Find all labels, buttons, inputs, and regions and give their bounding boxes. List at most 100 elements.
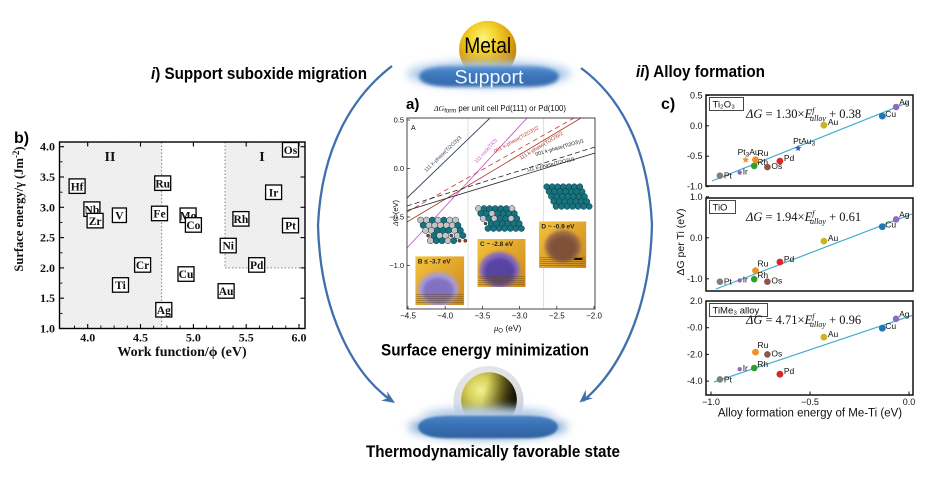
svg-text:ΔG (eV): ΔG (eV) (391, 199, 400, 227)
svg-text:−2.0: −2.0 (586, 312, 602, 321)
svg-text:0.0: 0.0 (690, 233, 703, 243)
svg-text:Ru: Ru (758, 340, 769, 350)
svg-text:3.5: 3.5 (40, 170, 55, 184)
svg-text:0.5: 0.5 (690, 90, 703, 100)
svg-text:2.0: 2.0 (40, 261, 55, 275)
svg-text:Ti: Ti (115, 280, 126, 292)
svg-text:C ~ -2.8 eV: C ~ -2.8 eV (480, 241, 514, 248)
svg-text:0.0: 0.0 (903, 397, 916, 407)
svg-text:-0.5: -0.5 (687, 151, 703, 161)
svg-text:Au: Au (219, 286, 234, 298)
svg-text:B ≤ -3.7 eV: B ≤ -3.7 eV (418, 258, 451, 265)
svg-text:Ag: Ag (899, 209, 910, 219)
svg-text:Co: Co (186, 220, 200, 232)
svg-text:Au: Au (828, 233, 839, 243)
svg-text:Pd: Pd (250, 260, 264, 272)
svg-text:Pd: Pd (784, 366, 795, 376)
svg-text:a): a) (406, 96, 419, 113)
svg-text:c): c) (661, 96, 675, 113)
svg-text:Ir: Ir (743, 363, 748, 373)
svg-text:Ir: Ir (743, 167, 748, 177)
svg-text:TiO: TiO (713, 203, 728, 214)
svg-text:Pd: Pd (784, 153, 795, 163)
svg-text:Ni: Ni (222, 241, 234, 253)
svg-text:4.0: 4.0 (40, 140, 55, 154)
svg-text:Surface energy minimization: Surface energy minimization (381, 341, 589, 360)
svg-text:Work function/ϕ (eV): Work function/ϕ (eV) (117, 345, 247, 360)
svg-text:6.0: 6.0 (292, 331, 307, 345)
svg-text:Metal: Metal (464, 33, 511, 58)
svg-text:−4.0: −4.0 (437, 312, 453, 321)
svg-text:ii) Alloy formation: ii) Alloy formation (636, 62, 765, 81)
svg-text:I: I (259, 150, 264, 165)
svg-text:Pd: Pd (784, 254, 795, 264)
svg-text:1.0: 1.0 (690, 192, 703, 202)
svg-text:Ru: Ru (758, 259, 769, 269)
svg-text:1.5: 1.5 (40, 291, 55, 305)
svg-text:0.0: 0.0 (394, 164, 404, 173)
svg-text:Surface energy/γ (Jm-2): Surface energy/γ (Jm-2) (11, 146, 26, 271)
svg-text:D ~ -0.9 eV: D ~ -0.9 eV (541, 223, 575, 230)
svg-text:Ru: Ru (155, 178, 170, 190)
svg-text:−4.5: −4.5 (400, 312, 416, 321)
svg-text:TiMe₃ alloy: TiMe₃ alloy (713, 306, 760, 317)
svg-text:Alloy formation energy of Me-T: Alloy formation energy of Me-Ti (eV) (718, 408, 902, 420)
svg-text:5.5: 5.5 (239, 331, 254, 345)
svg-text:Rh: Rh (757, 359, 768, 369)
svg-text:Os: Os (771, 161, 782, 171)
svg-text:b): b) (14, 130, 29, 147)
svg-text:Support: Support (455, 68, 525, 89)
svg-text:Os: Os (771, 276, 782, 286)
svg-text:Ti₂O₃: Ti₂O₃ (713, 100, 736, 111)
svg-text:2.0: 2.0 (690, 296, 703, 306)
svg-text:Os: Os (284, 145, 298, 157)
svg-text:μO (eV): μO (eV) (493, 323, 522, 335)
svg-text:−3.0: −3.0 (512, 312, 528, 321)
svg-text:Hf: Hf (71, 181, 84, 193)
svg-text:Pt3Au: Pt3Au (738, 147, 760, 159)
svg-text:-0.0: -0.0 (687, 323, 703, 333)
svg-text:-1.0: -1.0 (687, 274, 703, 284)
svg-text:Au: Au (828, 117, 839, 127)
svg-text:Zr: Zr (89, 216, 102, 228)
svg-text:Pt: Pt (285, 221, 296, 233)
svg-text:Cu: Cu (885, 321, 896, 331)
svg-text:Pt: Pt (724, 374, 733, 384)
svg-text:Rh: Rh (757, 157, 768, 167)
svg-text:2.5: 2.5 (40, 231, 55, 245)
svg-text:Pt: Pt (724, 171, 733, 181)
svg-text:Rh: Rh (234, 214, 249, 226)
svg-text:Cu: Cu (885, 109, 896, 119)
svg-text:Rh: Rh (757, 270, 768, 280)
svg-text:PtAu3: PtAu3 (793, 136, 815, 148)
svg-text:ΔG per Ti (eV): ΔG per Ti (eV) (675, 208, 687, 275)
svg-text:5.0: 5.0 (186, 331, 201, 345)
svg-text:Fe: Fe (153, 209, 165, 221)
svg-text:3.0: 3.0 (40, 200, 55, 214)
svg-text:0.5: 0.5 (394, 116, 404, 125)
svg-text:−0.5: −0.5 (801, 397, 819, 407)
svg-text:Pt: Pt (724, 277, 733, 287)
svg-text:Ir: Ir (743, 274, 748, 284)
svg-text:Ag: Ag (157, 305, 171, 317)
svg-text:−2.5: −2.5 (549, 312, 565, 321)
svg-text:-4.0: -4.0 (687, 376, 703, 386)
svg-text:Ag: Ag (899, 97, 910, 107)
svg-text:-1.0: -1.0 (687, 182, 703, 192)
svg-text:Ir: Ir (269, 187, 279, 199)
svg-text:Cu: Cu (885, 220, 896, 230)
svg-text:-2.0: -2.0 (687, 349, 703, 359)
svg-text:ΔGform per unit cell Pd(111) o: ΔGform per unit cell Pd(111) or Pd(100) (433, 104, 566, 115)
svg-text:Os: Os (771, 348, 782, 358)
svg-text:Ru: Ru (758, 148, 769, 158)
svg-text:4.5: 4.5 (133, 331, 148, 345)
svg-text:Ag: Ag (899, 309, 910, 319)
svg-text:Cu: Cu (179, 269, 194, 281)
svg-text:II: II (105, 150, 116, 165)
svg-text:0.0: 0.0 (690, 121, 703, 131)
svg-text:Au: Au (828, 329, 839, 339)
svg-text:Thermodynamically favorable st: Thermodynamically favorable state (366, 442, 620, 461)
